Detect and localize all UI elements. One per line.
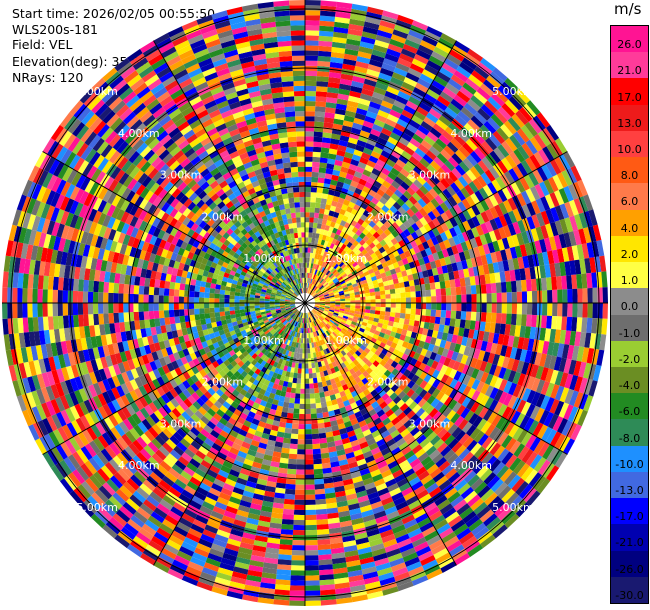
range-ring-label: 4.00km [118, 459, 160, 472]
field-label: Field: VEL [12, 37, 73, 52]
colorbar-segment [611, 550, 648, 578]
start-time-label: Start time: 2026/02/05 00:55:50 [12, 6, 216, 21]
colorbar-tick-label: -17.0 [615, 510, 644, 524]
range-ring-label: 5.00km [76, 501, 118, 514]
colorbar-segment [611, 262, 648, 289]
colorbar-tick-label: 2.0 [620, 247, 639, 261]
colorbar-tick-label: -13.0 [615, 483, 644, 497]
instrument-label: WLS200s-181 [12, 22, 98, 37]
range-ring-label: 5.00km [492, 501, 534, 514]
colorbar-segment [611, 104, 648, 132]
nrays-label: NRays: 120 [12, 70, 84, 85]
colorbar-segment [611, 524, 648, 552]
range-ring-label: 1.00km [243, 252, 285, 265]
colorbar-tick-label: -26.0 [615, 562, 644, 576]
colorbar-tick-label: -4.0 [618, 379, 641, 393]
range-ring-label: 2.00km [367, 376, 409, 389]
range-ring-label: 3.00km [160, 169, 202, 182]
azimuth-spoke [304, 302, 457, 566]
colorbar-segment [611, 576, 648, 604]
azimuth-spoke [304, 302, 568, 455]
colorbar-tick-label: -6.0 [618, 405, 641, 419]
colorbar-segment [611, 26, 648, 53]
colorbar-tick-label: 21.0 [617, 64, 642, 78]
colorbar-tick-label: 4.0 [620, 221, 639, 235]
azimuth-spoke [304, 40, 457, 304]
azimuth-spoke [42, 151, 306, 304]
colorbar-tick-label: 10.0 [617, 143, 642, 157]
colorbar-tick-label: -21.0 [615, 536, 644, 550]
colorbar-segment [611, 340, 648, 368]
range-ring-label: 5.00km [76, 85, 118, 98]
range-ring-label: 2.00km [201, 376, 243, 389]
colorbar-segment [611, 209, 648, 237]
colorbar-tick-label: -8.0 [618, 431, 641, 445]
colorbar-segment [611, 393, 648, 420]
colorbar-tick-label: 1.0 [620, 274, 639, 288]
colorbar-tick-label: 13.0 [617, 116, 642, 130]
range-ring-label: 2.00km [201, 210, 243, 223]
colorbar: 26.0 21.0 17.0 13.0 10.0 8.0 6.0 4.0 2.0 1.0 0.0 -1… [610, 25, 649, 604]
colorbar-segment [611, 498, 648, 525]
colorbar-segment [611, 366, 648, 394]
colorbar-unit: m/s [614, 0, 642, 18]
velocity-sectors [2, 0, 608, 606]
colorbar-tick-label: 17.0 [617, 90, 642, 104]
range-ring-label: 1.00km [325, 252, 367, 265]
range-ring-label: 3.00km [160, 417, 202, 430]
range-ring-label: 2.00km [367, 210, 409, 223]
range-rings [2, 0, 608, 606]
colorbar-segment [611, 235, 648, 263]
range-ring-label: 1.00km [243, 334, 285, 347]
azimuth-spoke [42, 302, 306, 455]
colorbar-tick-label: 6.0 [620, 195, 639, 209]
azimuth-spoke [304, 151, 568, 304]
colorbar-segment [611, 288, 648, 315]
range-ring-label: 4.00km [450, 459, 492, 472]
colorbar-segment [611, 157, 648, 184]
azimuth-spoke [153, 302, 306, 566]
colorbar-tick-label: 26.0 [617, 38, 642, 52]
colorbar-segment [611, 445, 648, 473]
azimuth-spoke [153, 40, 306, 304]
range-ring-label: 3.00km [409, 169, 451, 182]
range-ring-label: 5.00km [492, 85, 534, 98]
range-ring-label: 3.00km [409, 417, 451, 430]
colorbar-tick-label: -30.0 [615, 588, 644, 602]
colorbar-segment [611, 130, 648, 158]
colorbar-tick-label: -1.0 [618, 326, 641, 340]
colorbar-tick-label: 0.0 [620, 300, 639, 314]
colorbar-tick-label: -2.0 [618, 352, 641, 366]
range-ring-label: 4.00km [450, 127, 492, 140]
range-ring-labels: 1.00km 1.00km 1.00km 1.00km 2.00km 2.00km 2.00… [76, 85, 533, 514]
colorbar-segment [611, 314, 648, 342]
elevation-label: Elevation(deg): 35.00 [12, 54, 148, 69]
colorbar-segment [611, 471, 648, 499]
range-ring-label: 1.00km [325, 334, 367, 347]
colorbar-segment [611, 52, 648, 79]
colorbar-tick-label: -10.0 [615, 457, 644, 471]
colorbar-tick-label: 8.0 [620, 169, 639, 183]
colorbar-segment [611, 183, 648, 211]
colorbar-segment [611, 419, 648, 447]
colorbar-segment [611, 78, 648, 106]
range-ring-label: 4.00km [118, 127, 160, 140]
